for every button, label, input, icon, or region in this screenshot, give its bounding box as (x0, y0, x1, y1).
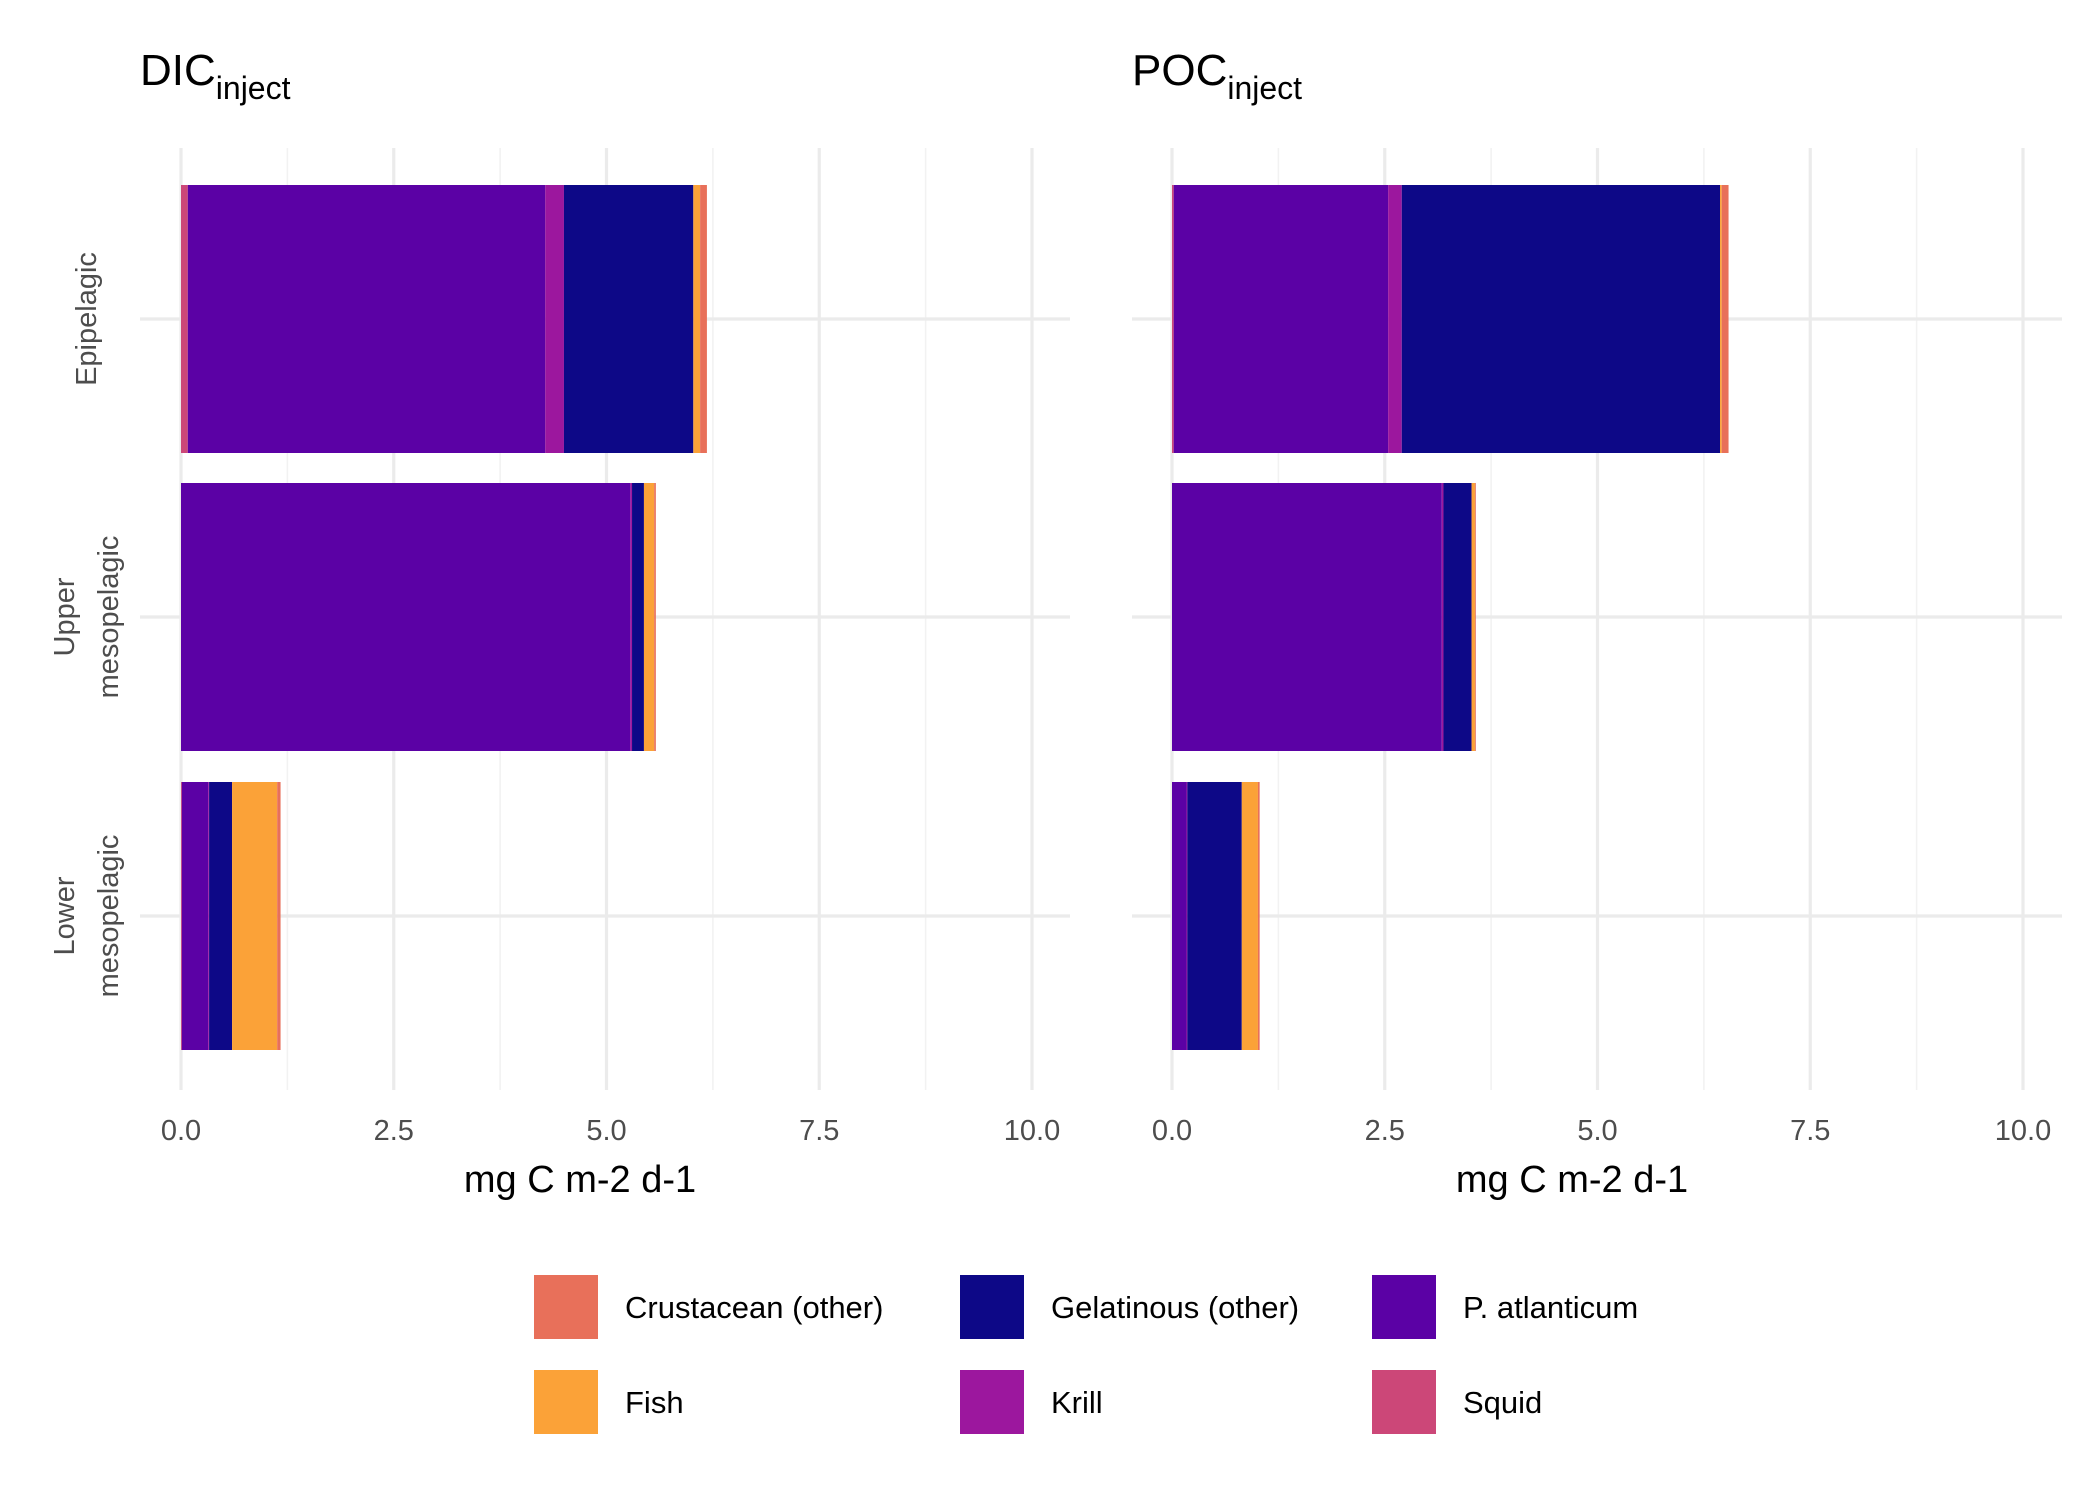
x-tick-label: 2.5 (1365, 1115, 1405, 1147)
x-tick-label: 7.5 (799, 1115, 839, 1147)
bar-dic-lower-mesopelagic-fish (232, 782, 278, 1050)
panel-title-main: DIC (140, 46, 216, 95)
bar-poc-epipelagic-squid (1172, 185, 1174, 453)
bar-poc-epipelagic-fish (1720, 185, 1722, 453)
x-axis-title: mg C m-2 d-1 (464, 1159, 696, 1201)
bar-poc-upper-mesopelagic-p-atlanticum (1172, 483, 1442, 751)
legend-key-fish (534, 1370, 598, 1434)
bar-dic-epipelagic-crustacean-other (700, 185, 707, 453)
x-tick-label: 0.0 (161, 1115, 201, 1147)
panel-dic: 0.0 2.5 5.0 7.5 10.0 Epipelagic Upper mesopelag… (49, 46, 1070, 1201)
bar-dic-epipelagic-fish (693, 185, 701, 453)
legend-item-crustacean-other: Crustacean (other) (534, 1275, 883, 1339)
x-tick-label: 10.0 (1995, 1115, 2051, 1147)
bar-dic-epipelagic-gelatinous-other (563, 185, 694, 453)
legend: Crustacean (other) Gelatinous (other) P. a… (534, 1275, 1638, 1434)
y-tick-label: mesopelagic (93, 536, 125, 699)
x-tick-label: 5.0 (1577, 1115, 1617, 1147)
legend-key-krill (960, 1370, 1024, 1434)
bar-dic-epipelagic-squid (181, 185, 188, 453)
y-tick-label: Upper (49, 577, 81, 656)
bar-dic-epipelagic-krill (545, 185, 564, 453)
legend-label: Fish (625, 1385, 684, 1420)
panel-title-subscript: inject (216, 70, 291, 106)
panel-title-poc: POCinject (1132, 46, 1302, 106)
y-tick-label: mesopelagic (93, 835, 125, 998)
panel-title-subscript: inject (1227, 70, 1302, 106)
legend-label: Crustacean (other) (625, 1290, 883, 1325)
bar-dic-lower-mesopelagic-krill (208, 782, 210, 1050)
panel-title-dic: DICinject (140, 46, 291, 106)
x-axis-title: mg C m-2 d-1 (1456, 1159, 1688, 1201)
x-tick-label: 7.5 (1790, 1115, 1830, 1147)
legend-key-gelatinous-other (960, 1275, 1024, 1339)
bar-poc-lower-mesopelagic-fish (1241, 782, 1258, 1050)
bar-dic-lower-mesopelagic-crustacean-other (277, 782, 281, 1050)
legend-item-fish: Fish (534, 1370, 684, 1434)
bar-poc-epipelagic-p-atlanticum (1173, 185, 1389, 453)
panels: 0.0 2.5 5.0 7.5 10.0 Epipelagic Upper mesopelag… (49, 46, 2062, 1201)
legend-label: Squid (1463, 1385, 1542, 1420)
bar-poc-epipelagic-crustacean-other (1721, 185, 1729, 453)
bar-poc-epipelagic-gelatinous-other (1401, 185, 1721, 453)
bar-poc-lower-mesopelagic-krill (1186, 782, 1188, 1050)
legend-label: Krill (1051, 1385, 1103, 1420)
x-tick-label: 2.5 (374, 1115, 414, 1147)
legend-item-squid: Squid (1372, 1370, 1542, 1434)
bar-poc-upper-mesopelagic-fish (1471, 483, 1475, 751)
y-tick-label: Lower (49, 876, 81, 955)
bar-poc-lower-mesopelagic-p-atlanticum (1172, 782, 1187, 1050)
bar-dic-upper-mesopelagic-crustacean-other (654, 483, 656, 751)
panel-title-main: POC (1132, 46, 1227, 95)
bar-dic-upper-mesopelagic-krill (630, 483, 633, 751)
x-tick-label: 10.0 (1004, 1115, 1060, 1147)
x-tick-label: 0.0 (1152, 1115, 1192, 1147)
bar-poc-lower-mesopelagic-gelatinous-other (1187, 782, 1242, 1050)
bar-dic-epipelagic-p-atlanticum (187, 185, 546, 453)
legend-key-p-atlanticum (1372, 1275, 1436, 1339)
bar-dic-upper-mesopelagic-fish (643, 483, 655, 751)
legend-item-gelatinous-other: Gelatinous (other) (960, 1275, 1299, 1339)
bar-poc-upper-mesopelagic-crustacean-other (1474, 483, 1476, 751)
bar-dic-lower-mesopelagic-gelatinous-other (209, 782, 233, 1050)
panel-poc: 0.0 2.5 5.0 7.5 10.0 POCinject mg C m-2 d-1 (1132, 46, 2062, 1201)
bar-dic-upper-mesopelagic-gelatinous-other (632, 483, 644, 751)
x-tick-label: 5.0 (586, 1115, 626, 1147)
legend-key-squid (1372, 1370, 1436, 1434)
bar-poc-upper-mesopelagic-krill (1441, 483, 1444, 751)
bar-dic-upper-mesopelagic-p-atlanticum (181, 483, 631, 751)
bar-poc-epipelagic-krill (1388, 185, 1402, 453)
bar-poc-upper-mesopelagic-gelatinous-other (1443, 483, 1472, 751)
bar-poc-lower-mesopelagic-crustacean-other (1257, 782, 1260, 1050)
legend-item-p-atlanticum: P. atlanticum (1372, 1275, 1638, 1339)
bar-dic-lower-mesopelagic-squid (181, 782, 182, 1050)
legend-key-crustacean-other (534, 1275, 598, 1339)
legend-label: P. atlanticum (1463, 1290, 1638, 1325)
y-tick-label: Epipelagic (71, 252, 103, 386)
bar-dic-lower-mesopelagic-p-atlanticum (181, 782, 209, 1050)
legend-label: Gelatinous (other) (1051, 1290, 1299, 1325)
legend-item-krill: Krill (960, 1370, 1103, 1434)
